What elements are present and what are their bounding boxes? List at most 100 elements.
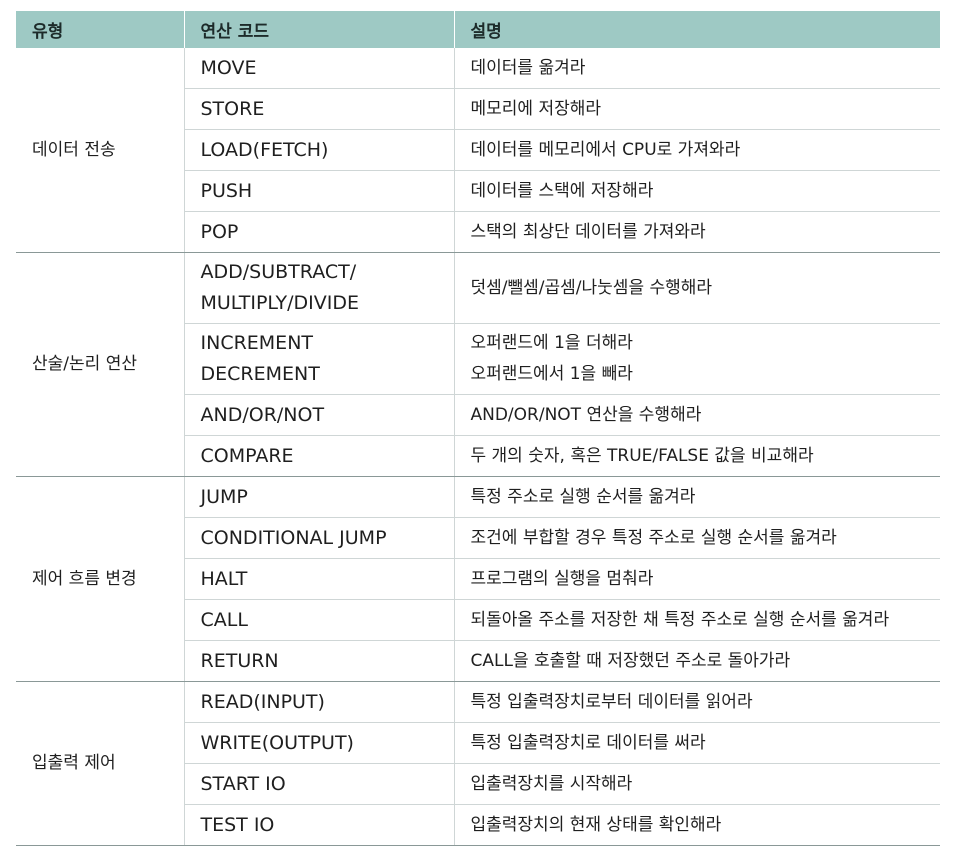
- table-row: 입출력 제어 READ(INPUT) 특정 입출력장치로부터 데이터를 읽어라: [16, 681, 940, 846]
- opcode-cell: AND/OR/NOT: [183, 394, 454, 436]
- description-cell: 데이터를 스택에 저장해라: [453, 170, 940, 212]
- opcode-cell: READ(INPUT): [183, 681, 454, 723]
- opcode-text: LOAD(FETCH): [200, 138, 329, 161]
- type-cell: 입출력 제어: [16, 681, 184, 846]
- opcode-text: ADD/SUBTRACT/: [200, 261, 357, 283]
- table-row: LOAD(FETCH) 데이터를 메모리에서 CPU로 가져와라: [16, 129, 940, 171]
- description-text: 특정 입출력장치로 데이터를 써라: [470, 732, 706, 753]
- opcode-text: DECREMENT: [200, 363, 320, 385]
- opcode-text: AND/OR/NOT: [200, 403, 325, 426]
- opcode-cell: INCREMENT DECREMENT: [183, 323, 454, 395]
- table-row: CALL 되돌아올 주소를 저장한 채 특정 주소로 실행 순서를 옮겨라: [16, 599, 940, 641]
- type-cell: 제어 흐름 변경: [16, 476, 184, 682]
- description-cell: 오퍼랜드에 1을 더해라 오퍼랜드에서 1을 빼라: [453, 323, 940, 395]
- opcode-cell: STORE: [183, 88, 454, 130]
- opcode-text: START IO: [200, 772, 286, 795]
- description-cell: 덧셈/뺄셈/곱셈/나눗셈을 수행해라: [453, 252, 940, 324]
- opcode-text: INCREMENT: [200, 332, 314, 354]
- description-cell: 특정 입출력장치로부터 데이터를 읽어라: [453, 681, 940, 723]
- header-description: 설명: [454, 11, 940, 48]
- opcode-cell: HALT: [183, 558, 454, 600]
- table-row: 데이터 전송 MOVE 데이터를 옮겨라: [16, 48, 940, 253]
- type-cell: 산술/논리 연산: [16, 252, 184, 477]
- description-cell: 입출력장치의 현재 상태를 확인해라: [453, 804, 940, 846]
- description-text: 데이터를 메모리에서 CPU로 가져와라: [470, 139, 741, 160]
- opcode-cell: LOAD(FETCH): [183, 129, 454, 171]
- table-row: POP 스택의 최상단 데이터를 가져와라: [16, 211, 940, 253]
- description-text: 되돌아올 주소를 저장한 채 특정 주소로 실행 순서를 옮겨라: [470, 609, 890, 630]
- table-row: RETURN CALL을 호출할 때 저장했던 주소로 돌아가라: [16, 640, 940, 682]
- table-body: 데이터 전송 MOVE 데이터를 옮겨라 STORE 메모리에 저장해라 LOAD(FET…: [16, 48, 940, 846]
- description-cell: 특정 입출력장치로 데이터를 써라: [453, 722, 940, 764]
- header-row: 유형 연산 코드 설명: [16, 11, 940, 48]
- description-cell: 입출력장치를 시작해라: [453, 763, 940, 805]
- table-row: 제어 흐름 변경 JUMP 특정 주소로 실행 순서를 옮겨라: [16, 476, 940, 682]
- description-cell: AND/OR/NOT 연산을 수행해라: [453, 394, 940, 436]
- table-row: CONDITIONAL JUMP 조건에 부합할 경우 특정 주소로 실행 순서를…: [16, 517, 940, 559]
- opcode-text: PUSH: [200, 179, 253, 202]
- description-text: 오퍼랜드에 1을 더해라: [470, 333, 633, 353]
- opcode-text: CALL: [200, 608, 248, 631]
- description-text: 덧셈/뺄셈/곱셈/나눗셈을 수행해라: [470, 277, 713, 298]
- description-text: CALL을 호출할 때 저장했던 주소로 돌아가라: [470, 650, 791, 671]
- description-cell: CALL을 호출할 때 저장했던 주소로 돌아가라: [453, 640, 940, 682]
- opcode-text: READ(INPUT): [200, 690, 325, 713]
- opcode-cell: ADD/SUBTRACT/MULTIPLY/DIVIDE: [183, 252, 454, 324]
- description-cell: 데이터를 메모리에서 CPU로 가져와라: [453, 129, 940, 171]
- opcode-cell: CONDITIONAL JUMP: [183, 517, 454, 559]
- table-row: AND/OR/NOT AND/OR/NOT 연산을 수행해라: [16, 394, 940, 436]
- description-text: AND/OR/NOT 연산을 수행해라: [470, 404, 702, 425]
- description-text: 입출력장치를 시작해라: [470, 773, 633, 794]
- opcode-text: MOVE: [200, 56, 257, 79]
- description-text: 데이터를 스택에 저장해라: [470, 180, 654, 201]
- description-cell: 데이터를 옮겨라: [453, 48, 940, 89]
- table-row: TEST IO 입출력장치의 현재 상태를 확인해라: [16, 804, 940, 846]
- table-row: COMPARE 두 개의 숫자, 혹은 TRUE/FALSE 값을 비교해라: [16, 435, 940, 477]
- opcode-text: WRITE(OUTPUT): [200, 731, 354, 754]
- description-text: 메모리에 저장해라: [470, 98, 602, 119]
- description-cell: 메모리에 저장해라: [453, 88, 940, 130]
- description-text: 조건에 부합할 경우 특정 주소로 실행 순서를 옮겨라: [470, 527, 837, 548]
- table-row: 산술/논리 연산 ADD/SUBTRACT/MULTIPLY/DIVIDE 덧셈/뺄…: [16, 252, 940, 477]
- table-row: STORE 메모리에 저장해라: [16, 88, 940, 130]
- description-text: 입출력장치의 현재 상태를 확인해라: [470, 814, 722, 835]
- description-text: 특정 입출력장치로부터 데이터를 읽어라: [470, 691, 753, 712]
- opcode-cell: MOVE: [183, 48, 454, 89]
- description-text: 데이터를 옮겨라: [470, 57, 586, 78]
- table-row: HALT 프로그램의 실행을 멈춰라: [16, 558, 940, 600]
- header-type: 유형: [16, 11, 185, 48]
- opcode-text: RETURN: [200, 649, 279, 672]
- opcode-text: HALT: [200, 567, 248, 590]
- opcode-text: COMPARE: [200, 444, 294, 467]
- opcode-text: STORE: [200, 97, 265, 120]
- opcode-text: TEST IO: [200, 813, 275, 836]
- opcode-text: CONDITIONAL JUMP: [200, 526, 387, 549]
- description-cell: 특정 주소로 실행 순서를 옮겨라: [453, 476, 940, 518]
- description-text: 스택의 최상단 데이터를 가져와라: [470, 221, 706, 242]
- opcode-cell: TEST IO: [183, 804, 454, 846]
- opcode-text: MULTIPLY/DIVIDE: [200, 292, 359, 314]
- opcode-text: JUMP: [200, 485, 248, 508]
- description-text: 프로그램의 실행을 멈춰라: [470, 568, 654, 589]
- table-row: INCREMENT DECREMENT 오퍼랜드에 1을 더해라 오퍼랜드에서 1을 …: [16, 323, 940, 395]
- opcode-cell: RETURN: [183, 640, 454, 682]
- opcode-table: 유형 연산 코드 설명 데이터 전송 MOVE 데이터를 옮겨라 STORE 메모리에 …: [16, 11, 940, 846]
- table-row: WRITE(OUTPUT) 특정 입출력장치로 데이터를 써라: [16, 722, 940, 764]
- opcode-cell: START IO: [183, 763, 454, 805]
- opcode-cell: PUSH: [183, 170, 454, 212]
- header-opcode: 연산 코드: [184, 11, 455, 48]
- type-cell: 데이터 전송: [16, 48, 184, 253]
- opcode-cell: COMPARE: [183, 435, 454, 477]
- table-row: START IO 입출력장치를 시작해라: [16, 763, 940, 805]
- opcode-cell: CALL: [183, 599, 454, 641]
- description-cell: 프로그램의 실행을 멈춰라: [453, 558, 940, 600]
- opcode-cell: POP: [183, 211, 454, 253]
- description-cell: 조건에 부합할 경우 특정 주소로 실행 순서를 옮겨라: [453, 517, 940, 559]
- table-header: 유형 연산 코드 설명: [16, 11, 940, 48]
- opcode-cell: JUMP: [183, 476, 454, 518]
- description-text: 특정 주소로 실행 순서를 옮겨라: [470, 486, 696, 507]
- description-cell: 되돌아올 주소를 저장한 채 특정 주소로 실행 순서를 옮겨라: [453, 599, 940, 641]
- description-text: 두 개의 숫자, 혹은 TRUE/FALSE 값을 비교해라: [470, 445, 814, 466]
- description-cell: 스택의 최상단 데이터를 가져와라: [453, 211, 940, 253]
- opcode-cell: WRITE(OUTPUT): [183, 722, 454, 764]
